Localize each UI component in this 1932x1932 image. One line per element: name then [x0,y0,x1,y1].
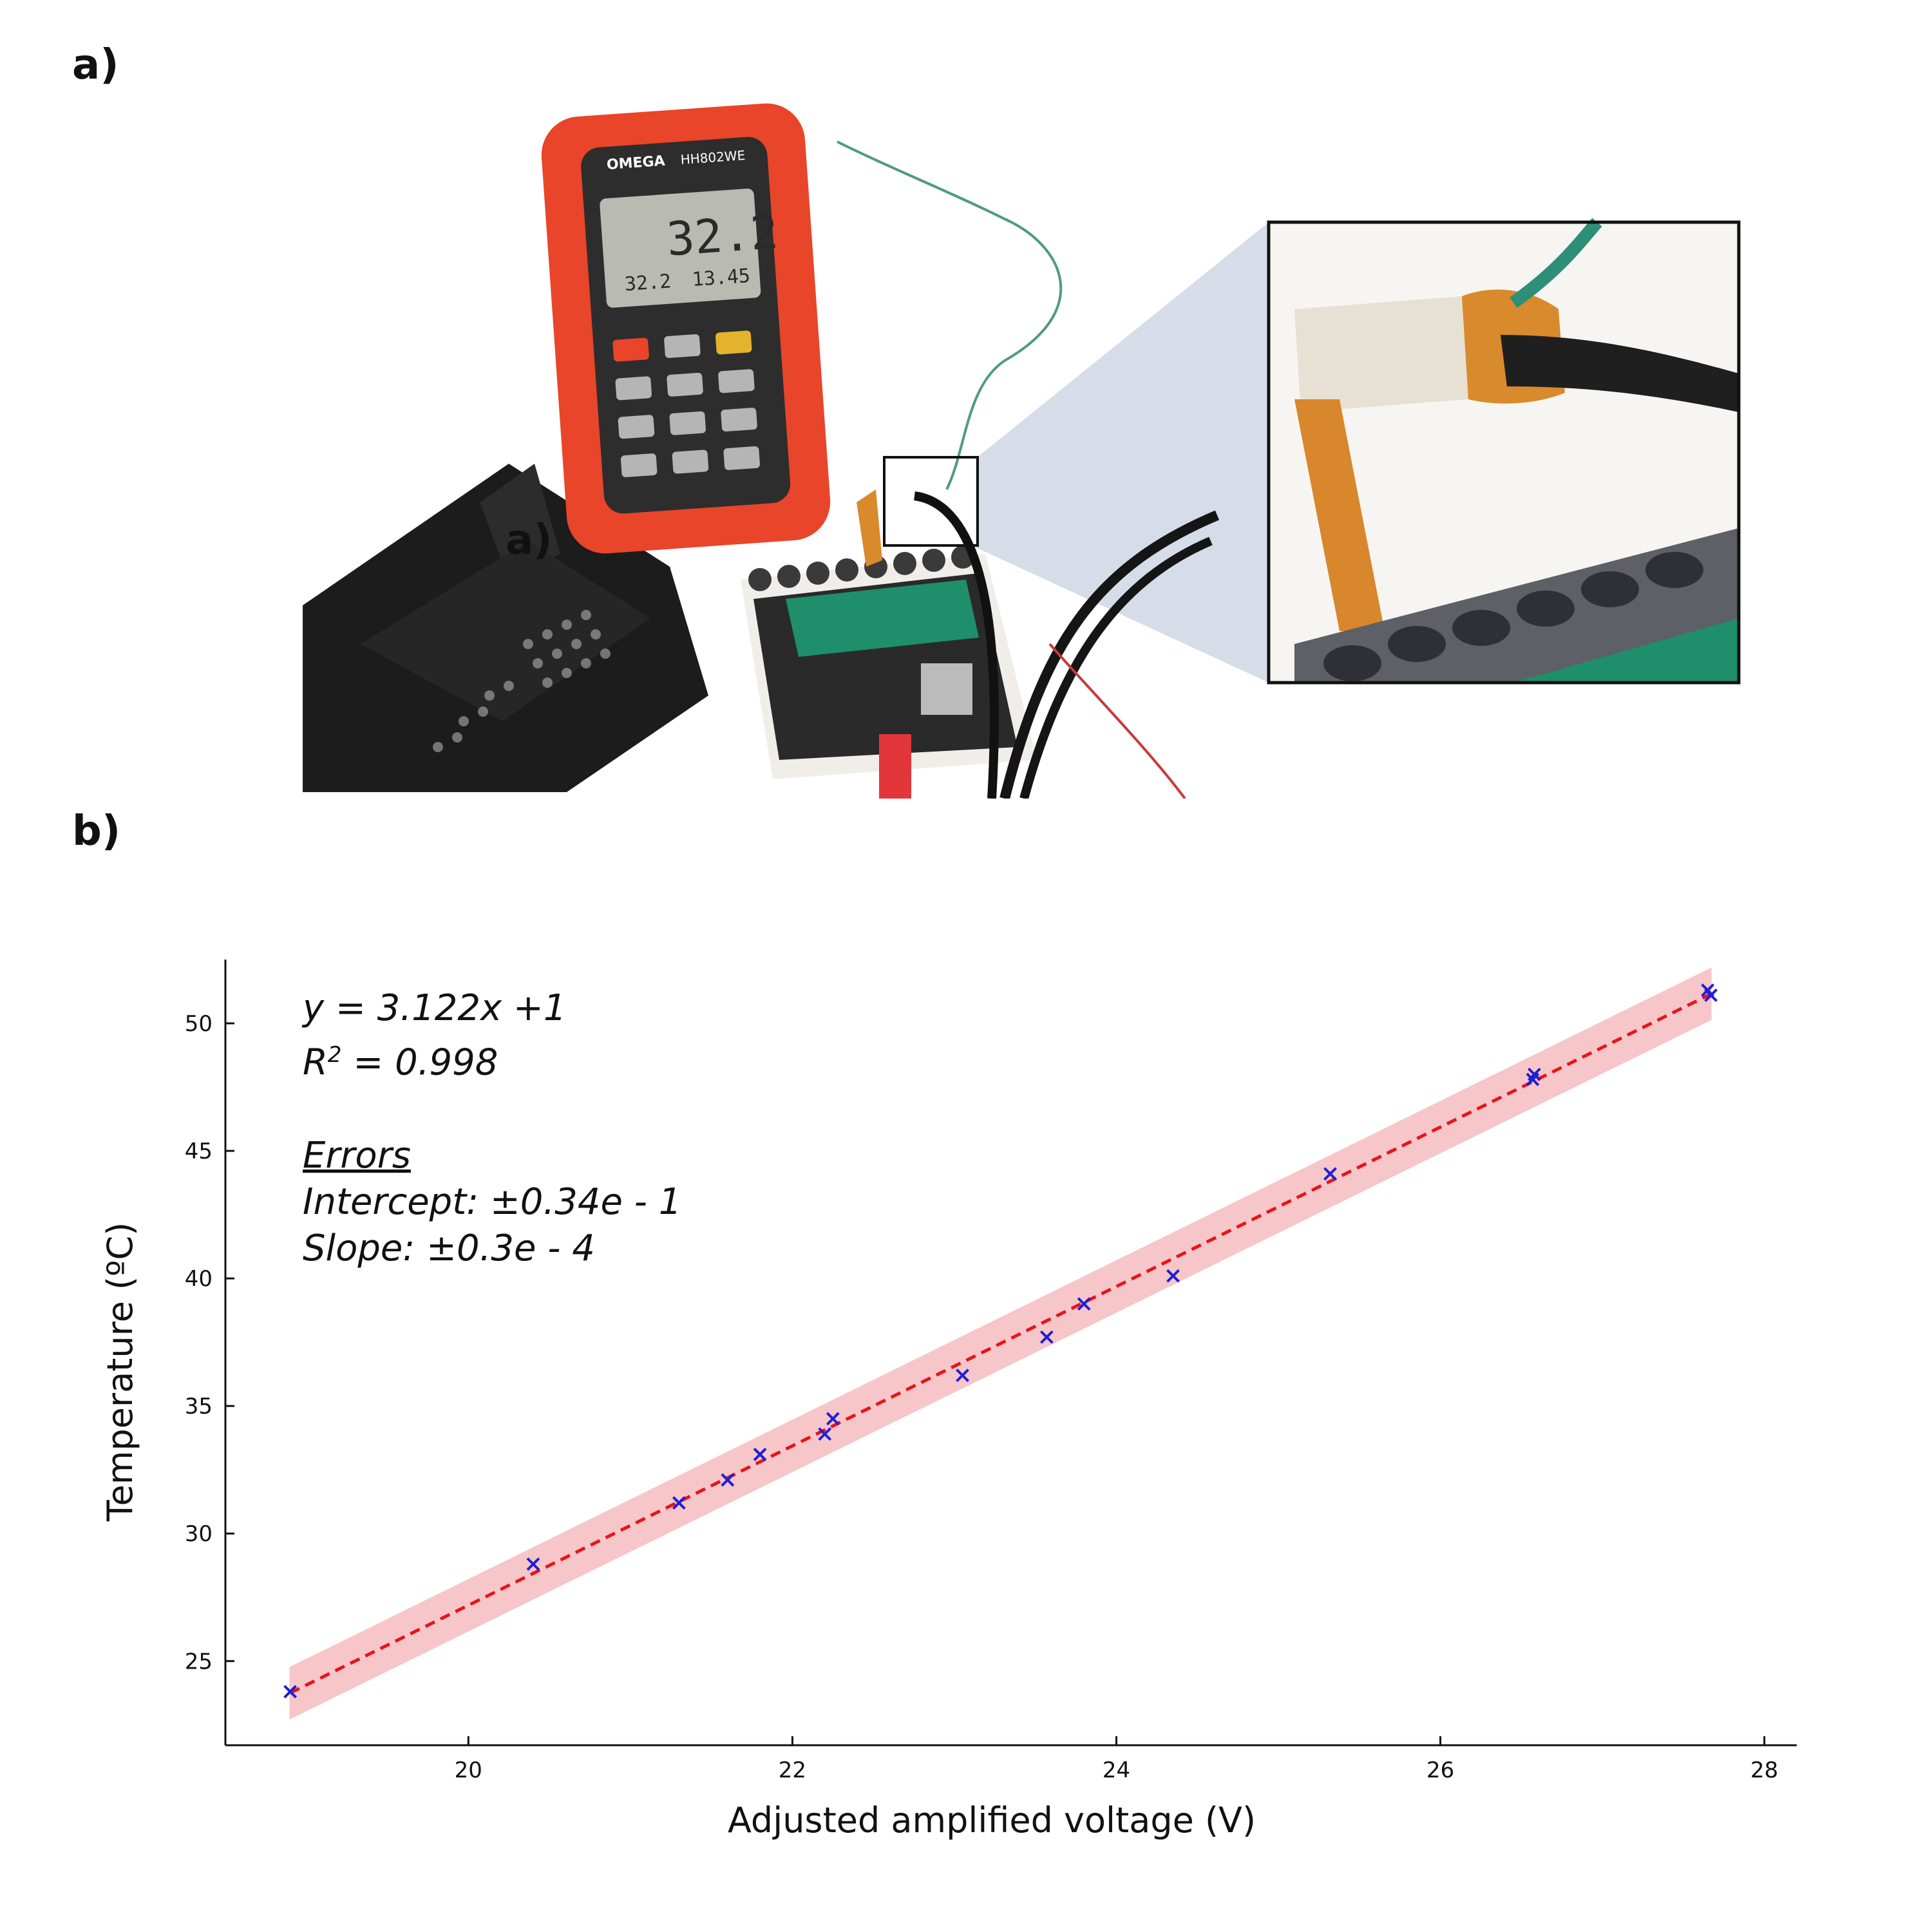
equation-line: y = 3.122x +1 [303,987,567,1029]
x-tick-label: 24 [1103,1757,1130,1783]
thermometer-meter: OMEGA HH802WE 32.2 32.2 13.45 [541,103,831,554]
data-point [1166,1269,1180,1283]
x-tick-label: 26 [1426,1757,1454,1783]
intercept-error: Intercept: ±0.34e - 1 [303,1180,682,1223]
data-point [526,1557,540,1571]
meter-display-sub-right: 13.45 [692,265,752,291]
y-tick-label: 25 [185,1649,213,1674]
data-point [672,1496,686,1510]
r2-superscript: 2 [327,1042,342,1068]
y-tick-label: 45 [185,1139,213,1164]
y-tick-label: 40 [185,1266,213,1292]
data-point [1528,1067,1541,1081]
pcb-assembly [741,456,1220,799]
zoom-source-box [883,456,979,547]
slope-error: Slope: ±0.3e - 4 [303,1227,595,1269]
data-point [283,1685,298,1699]
x-tick-label: 22 [779,1757,806,1783]
y-axis-label: Temperature (ºC) [100,1222,140,1522]
panel-a-label: a) [72,41,119,89]
data-point [1077,1297,1091,1311]
x-axis-label: Adjusted amplified voltage (V) [728,1800,1256,1841]
y-tick-label: 30 [185,1521,213,1547]
photo-overlay-label: a) [506,516,552,564]
data-point [818,1427,832,1441]
data-point [1704,989,1718,1002]
data-point [721,1473,735,1487]
x-tick-label: 28 [1750,1757,1778,1783]
zoom-inset [1267,218,1741,685]
y-tick-label: 50 [185,1011,213,1037]
experiment-photo: OMEGA HH802WE 32.2 32.2 13.45 [303,103,1741,799]
fit-equation: y = 3.122x +1 R2 = 0.998 Errors Intercep… [303,985,681,1272]
r2-value: = 0.998 [341,1041,498,1084]
fit-line [289,992,1712,1695]
meter-display-main: 32.2 [665,205,780,267]
data-point [753,1448,767,1461]
meter-display-sub-left: 32.2 [624,270,672,296]
r-squared: R2 = 0.998 [303,1032,681,1086]
data-point [826,1412,840,1426]
data-point [1039,1330,1054,1344]
panel-b-label: b) [72,808,121,855]
x-tick-label: 20 [455,1757,482,1783]
zoom-wedge [976,222,1269,683]
thermocouple-wire [837,140,1063,490]
y-tick-label: 35 [185,1394,213,1419]
errors-title: Errors [303,1134,411,1177]
data-point [956,1368,969,1383]
data-point [1323,1167,1337,1181]
r2-prefix: R [303,1041,328,1084]
